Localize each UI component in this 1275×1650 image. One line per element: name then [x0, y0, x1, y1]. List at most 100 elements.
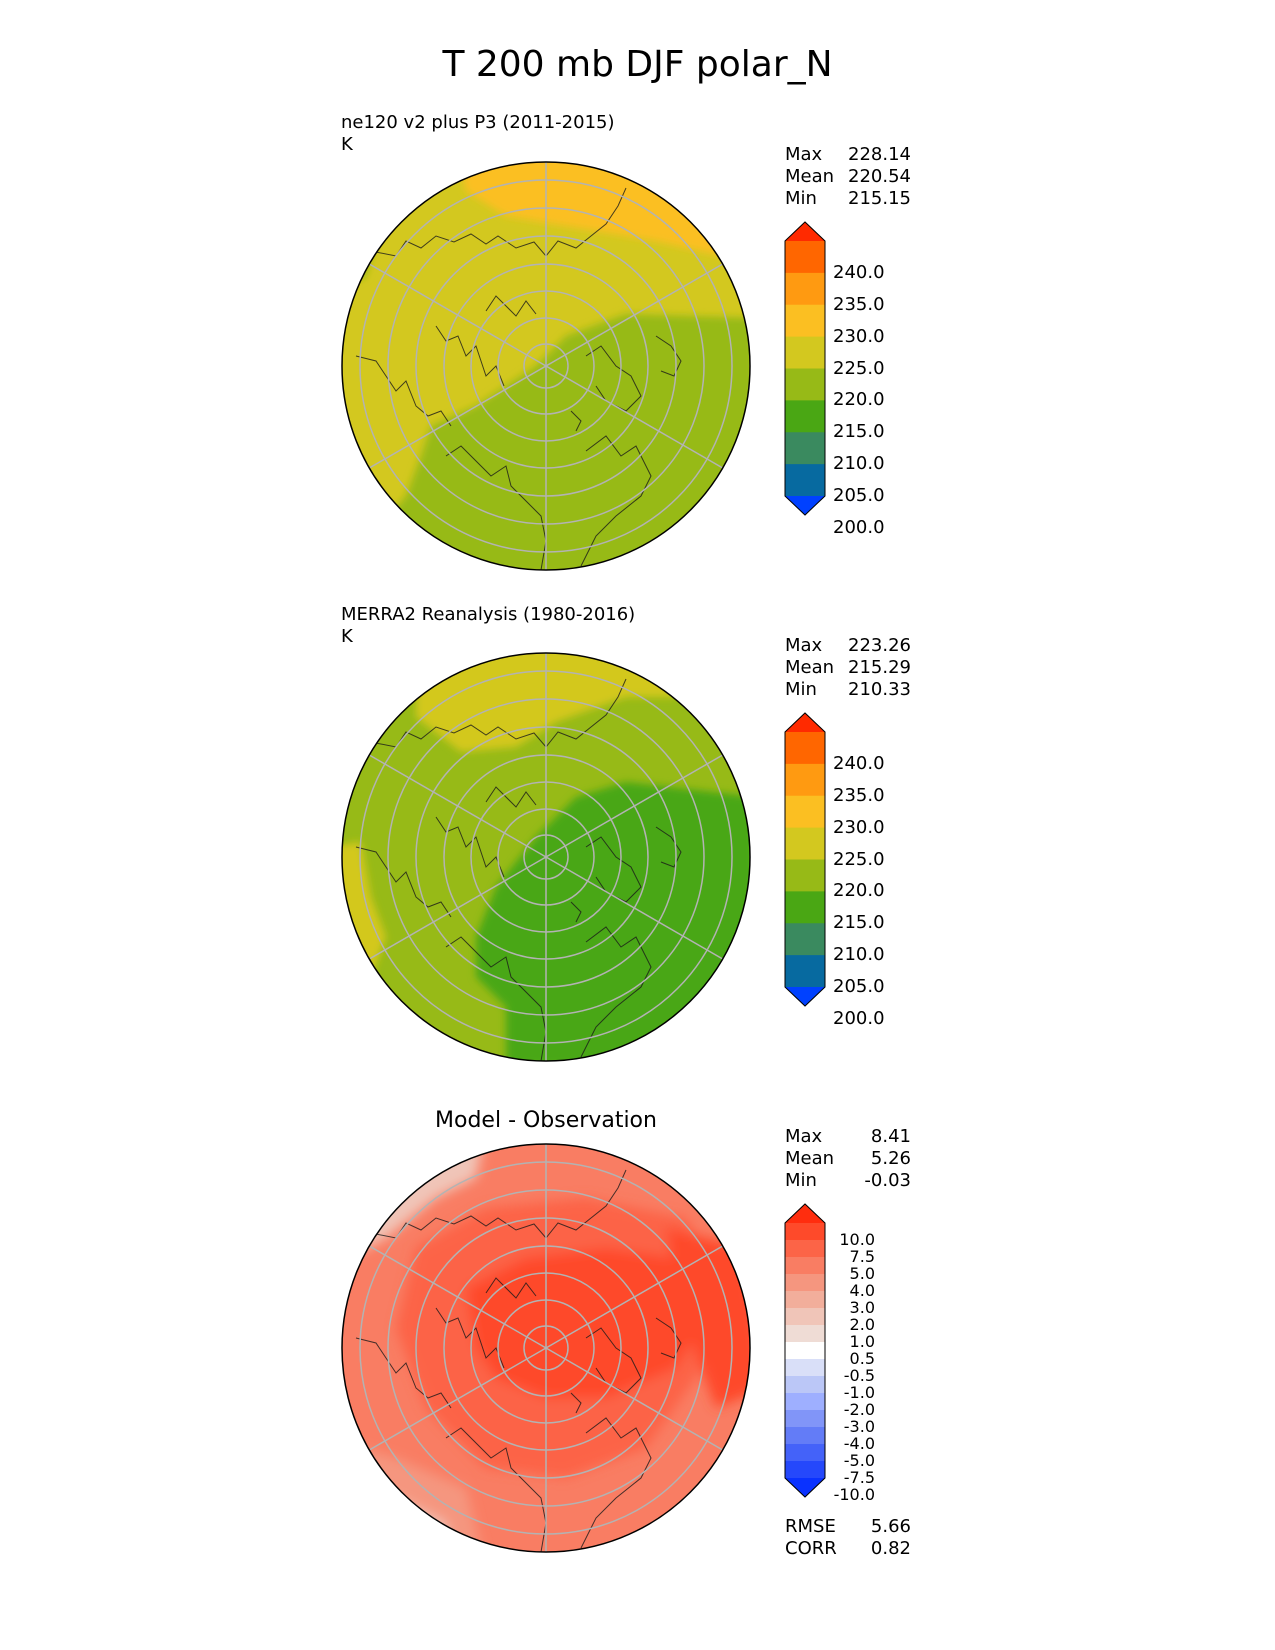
- panel2-stat-mean-value: 215.29: [848, 657, 911, 678]
- panel1-coastlines: [355, 187, 682, 570]
- panel2-stat-min-label: Min: [785, 679, 817, 700]
- panel2-stat-max-value: 223.26: [848, 635, 911, 656]
- panel1-colorbar-outline: [784, 221, 826, 516]
- panel1-colorbar-tick-label: 205.0: [833, 485, 885, 506]
- panel3-colorbar-tick-label: -1.0: [843, 1383, 875, 1402]
- panel3-colorbar-tick-label: -3.0: [843, 1417, 875, 1436]
- panel2-colorbar-segment: [785, 795, 825, 829]
- panel1-units: K: [341, 134, 353, 155]
- panel3-colorbar-segment: [785, 1325, 825, 1343]
- panel1-title: ne120 v2 plus P3 (2011-2015) K: [341, 112, 615, 156]
- panel3-stat-mean-label: Mean: [785, 1148, 835, 1169]
- panel1-stat-min-value: 215.15: [848, 188, 911, 209]
- panel1-title-text: ne120 v2 plus P3 (2011-2015): [341, 112, 615, 133]
- panel2-colorbar-extend-max: [785, 713, 825, 732]
- panel3-colorbar-segment: [785, 1359, 825, 1377]
- panel2-graticule: [359, 653, 733, 1061]
- panel2-colorbar-tick-label: 205.0: [833, 976, 885, 997]
- panel1-colorbar-segment: [785, 336, 825, 369]
- panel3-colorbar-extend-min: [785, 1478, 825, 1497]
- panel1-colorbar-tick-label: 220.0: [833, 389, 885, 411]
- panel1-colorbar-extend-max: [785, 222, 825, 241]
- panel3-stat-min-label: Min: [785, 1170, 817, 1191]
- panel2-colorbar-tick-label: 235.0: [833, 784, 885, 806]
- panel3-colorbar-segment: [785, 1376, 825, 1394]
- panel2-colorbar-tick-label: 225.0: [833, 848, 885, 870]
- panel3-colorbar-tick-label: 4.0: [849, 1281, 875, 1300]
- panel3-colorbar-segment: [785, 1274, 825, 1292]
- panel3-colorbar-segment: [785, 1461, 825, 1479]
- panel3-field-5-7.5: [466, 1248, 706, 1398]
- panel2-colorbar-segment: [785, 923, 825, 956]
- panel2-colorbar-segment: [785, 859, 825, 892]
- panel1-stat-mean-label: Mean: [785, 166, 835, 187]
- panel2-title: MERRA2 Reanalysis (1980-2016) K: [341, 604, 635, 648]
- panel2-colorbar: [784, 712, 826, 1007]
- panel3-colorbar-tick-label: 7.5: [849, 1247, 875, 1266]
- panel3-rmse-value: 5.66: [870, 1516, 911, 1537]
- panel2-stat-mean-label: Mean: [785, 657, 835, 678]
- panel2-colorbar-outline: [784, 712, 826, 1007]
- panel2-units: K: [341, 626, 353, 647]
- panel3-colorbar-segment: [785, 1444, 825, 1462]
- panel2-colorbar-segment: [785, 763, 825, 797]
- panel1-colorbar-segment: [785, 272, 825, 306]
- panel3-colorbar-tick-label: 0.5: [849, 1349, 875, 1368]
- panel1-colorbar-tick-label: 210.0: [833, 453, 885, 475]
- panel3-colorbar-tick-label: 3.0: [849, 1298, 875, 1317]
- panel3-colorbar-segment: [785, 1223, 825, 1241]
- panel1-colorbar-segment: [785, 400, 825, 433]
- panel3-stats: Max 8.41 Mean 5.26 Min -0.03: [785, 1126, 911, 1192]
- panel3-colorbar-tick-label: 5.0: [849, 1264, 875, 1283]
- panel3-rmse-label: RMSE: [785, 1516, 836, 1537]
- panel3-colorbar-tick-label: -2.0: [843, 1400, 875, 1419]
- panel3-colorbar-tick-label: -0.5: [843, 1366, 875, 1385]
- panel1-colorbar-tick-label: 225.0: [833, 357, 885, 379]
- panel3-stat-min-value: -0.03: [864, 1170, 911, 1191]
- panel2-colorbar-extend-min: [785, 987, 825, 1006]
- panel2-colorbar-segment: [785, 827, 825, 860]
- panel3-colorbar-tick-label: 10.0: [839, 1230, 875, 1249]
- panel3-colorbar-tick-label: -5.0: [843, 1451, 875, 1470]
- panel1-colorbar-segment: [785, 368, 825, 401]
- panel1-colorbar-segment: [785, 241, 825, 274]
- panel3-colorbar-segment: [785, 1291, 825, 1309]
- panel3-stat-max-value: 8.41: [870, 1126, 911, 1147]
- panel3-colorbar: [784, 1203, 826, 1498]
- figure-title: T 200 mb DJF polar_N: [442, 44, 833, 85]
- panel3-colorbar-outline: [784, 1203, 826, 1498]
- panel3-colorbar-tick-label: 2.0: [849, 1315, 875, 1334]
- panel1-colorbar-extend-min: [785, 496, 825, 515]
- panel3-map: [341, 1143, 751, 1553]
- panel1-colorbar-segment: [785, 464, 825, 497]
- panel2-colorbar-segment: [785, 955, 825, 988]
- panel3-colorbar-segment: [785, 1257, 825, 1275]
- panel3-corr-value: 0.82: [870, 1538, 911, 1559]
- panel2-stat-min-value: 210.33: [848, 679, 911, 700]
- panel3-colorbar-segment: [785, 1308, 825, 1326]
- panel1-stat-max-label: Max: [785, 144, 823, 165]
- panel2-colorbar-tick-label: 230.0: [833, 816, 885, 838]
- panel1-colorbar-segment: [785, 432, 825, 465]
- panel3-colorbar-segment: [785, 1410, 825, 1428]
- panel3-colorbar-tick-label: 1.0: [849, 1332, 875, 1351]
- panel3-colorbar-extend-max: [785, 1204, 825, 1223]
- panel3-field-white-nw: [342, 1144, 416, 1188]
- panel1-graticule: [359, 162, 733, 570]
- panel3-colorbar-segment: [785, 1427, 825, 1445]
- panel3-colorbar-tick-label: -10.0: [833, 1485, 875, 1504]
- panel1-colorbar: [784, 221, 826, 516]
- panel3-stat-mean-value: 5.26: [870, 1148, 911, 1169]
- panel3-colorbar-tick-label: -4.0: [843, 1434, 875, 1453]
- panel1-colorbar-tick-label: 215.0: [833, 421, 885, 443]
- panel3-corr-label: CORR: [785, 1538, 837, 1559]
- panel2-colorbar-tick-label: 220.0: [833, 880, 885, 902]
- panel1-map: [341, 161, 751, 571]
- panel3-colorbar-segment: [785, 1393, 825, 1411]
- panel1-stat-mean-value: 220.54: [848, 166, 911, 187]
- panel3-title: Model - Observation: [435, 1108, 657, 1133]
- panel3-graticule: [359, 1144, 733, 1552]
- panel1-colorbar-segment: [785, 304, 825, 338]
- panel1-stat-min-label: Min: [785, 188, 817, 209]
- panel2-colorbar-tick-label: 240.0: [833, 752, 885, 774]
